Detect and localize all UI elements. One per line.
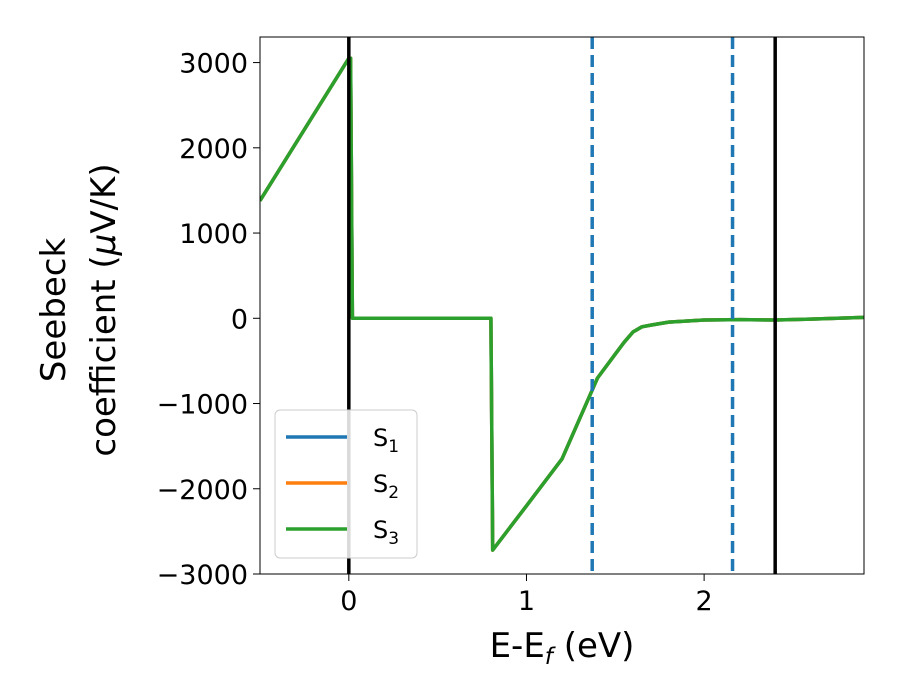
series-line-s3 <box>260 56 864 552</box>
x-tick-label: 2 <box>696 586 713 617</box>
legend-label-s2: S2 <box>373 470 399 503</box>
legend-label-s3: S3 <box>373 516 399 549</box>
plot-inner <box>260 37 864 574</box>
y-axis-label-line2: coefficient (μV/K) <box>84 163 124 456</box>
x-axis-ticks: 0 1 2 <box>340 574 713 617</box>
y-tick-label: 2000 <box>179 134 248 165</box>
y-tick-label: −1000 <box>157 390 248 421</box>
legend: S1 S2 S3 <box>274 409 418 559</box>
x-tick-label: 0 <box>340 586 357 617</box>
x-axis-label: E-Ef (eV) <box>490 626 635 670</box>
y-axis-label-line1: Seebeck <box>34 238 74 383</box>
plot-area <box>260 37 864 574</box>
y-tick-label: 0 <box>231 304 248 335</box>
axes-frame <box>259 36 865 575</box>
x-tick-label: 1 <box>518 586 535 617</box>
y-axis-label: Seebeck coefficient (μV/K) <box>34 163 124 456</box>
y-tick-label: −2000 <box>157 475 248 506</box>
legend-label-s1: S1 <box>373 424 399 457</box>
y-tick-label: 3000 <box>179 49 248 80</box>
axes-border <box>259 36 865 575</box>
y-axis-ticks: 3000 2000 1000 0 −1000 −2000 −3000 <box>157 49 260 591</box>
y-tick-label: −3000 <box>157 560 248 591</box>
y-tick-label: 1000 <box>179 219 248 250</box>
